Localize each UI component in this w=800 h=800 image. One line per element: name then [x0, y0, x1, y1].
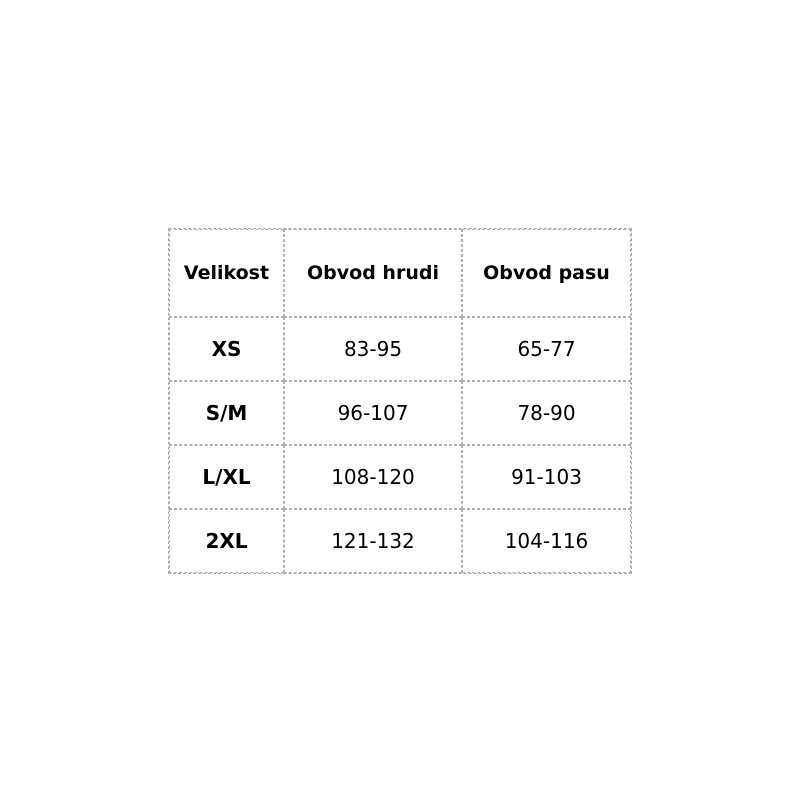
chest-cell: 83-95 — [284, 317, 462, 381]
chest-cell: 96-107 — [284, 381, 462, 445]
waist-cell: 65-77 — [462, 317, 631, 381]
header-waist: Obvod pasu — [462, 229, 631, 317]
table-header-row: Velikost Obvod hrudi Obvod pasu — [169, 229, 631, 317]
size-table: Velikost Obvod hrudi Obvod pasu XS 83-95… — [168, 228, 632, 574]
size-cell: 2XL — [169, 509, 284, 573]
chest-cell: 121-132 — [284, 509, 462, 573]
table-row: 2XL 121-132 104-116 — [169, 509, 631, 573]
chest-cell: 108-120 — [284, 445, 462, 509]
header-size: Velikost — [169, 229, 284, 317]
waist-cell: 91-103 — [462, 445, 631, 509]
size-cell: L/XL — [169, 445, 284, 509]
waist-cell: 78-90 — [462, 381, 631, 445]
table-row: L/XL 108-120 91-103 — [169, 445, 631, 509]
waist-cell: 104-116 — [462, 509, 631, 573]
size-cell: XS — [169, 317, 284, 381]
table-row: S/M 96-107 78-90 — [169, 381, 631, 445]
table-row: XS 83-95 65-77 — [169, 317, 631, 381]
header-chest: Obvod hrudi — [284, 229, 462, 317]
size-cell: S/M — [169, 381, 284, 445]
